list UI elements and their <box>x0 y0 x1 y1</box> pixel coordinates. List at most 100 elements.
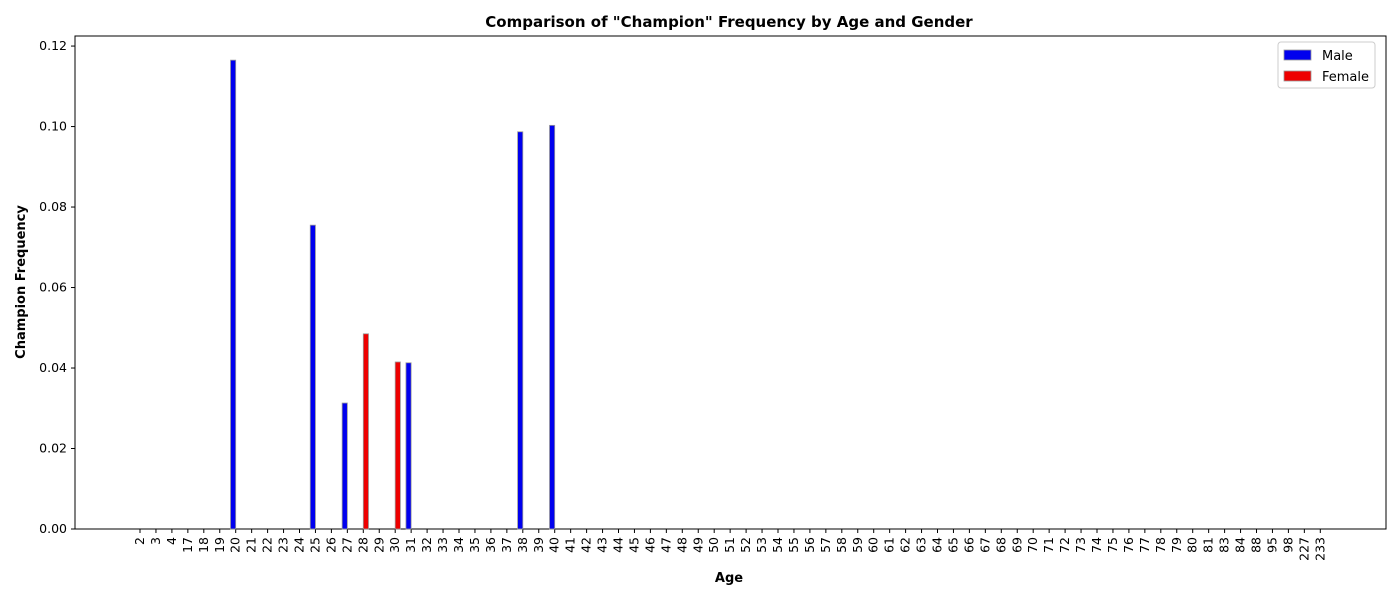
x-tick-label: 18 <box>196 537 211 553</box>
x-tick-label: 67 <box>977 537 992 553</box>
x-tick-label: 51 <box>722 537 737 553</box>
y-tick-label: 0.04 <box>39 360 67 375</box>
x-tick-label: 23 <box>276 537 291 553</box>
x-tick-label: 78 <box>1153 537 1168 553</box>
x-tick-label: 30 <box>387 537 402 553</box>
x-tick-label: 4 <box>164 537 179 545</box>
plot-area: 0.000.020.040.060.080.100.122 3 4 17 18 19 20 2… <box>39 35 1387 561</box>
x-tick-label: 38 <box>515 537 530 553</box>
x-tick-label: 25 <box>307 537 322 553</box>
x-tick-label: 32 <box>419 537 434 553</box>
x-tick-label: 64 <box>930 537 945 553</box>
x-tick-label: 227 <box>1296 537 1311 561</box>
bar-male-38 <box>517 131 524 530</box>
x-tick-label: 54 <box>770 537 785 553</box>
x-tick-label: 3 <box>148 537 163 545</box>
y-tick-label: 0.02 <box>39 441 67 456</box>
x-tick-label: 2 <box>132 537 147 545</box>
x-tick-label: 19 <box>212 537 227 553</box>
x-tick-label: 52 <box>738 537 753 553</box>
x-tick-label: 60 <box>866 537 881 553</box>
x-tick-label: 66 <box>961 537 976 553</box>
x-tick-label: 74 <box>1089 537 1104 553</box>
x-tick-label: 61 <box>882 537 897 553</box>
x-tick-label: 76 <box>1121 537 1136 553</box>
x-tick-label: 80 <box>1185 537 1200 553</box>
x-tick-label: 26 <box>323 537 338 553</box>
y-tick-label: 0.10 <box>39 119 67 134</box>
x-axis-label: Age <box>715 571 743 586</box>
x-tick-label: 70 <box>1025 537 1040 553</box>
x-tick-label: 45 <box>626 537 641 553</box>
x-tick-label: 33 <box>435 537 450 553</box>
legend-label-male: Male <box>1322 49 1353 64</box>
bar-male-31 <box>405 362 412 530</box>
x-tick-label: 233 <box>1312 537 1327 561</box>
x-tick-label: 22 <box>260 537 275 553</box>
x-tick-label: 56 <box>802 537 817 553</box>
bar-male-40 <box>549 124 556 530</box>
bar-male-20 <box>230 59 237 530</box>
x-tick-label: 47 <box>658 537 673 553</box>
x-tick-label: 68 <box>993 537 1008 553</box>
x-tick-label: 31 <box>403 537 418 553</box>
x-tick-label: 24 <box>292 537 307 553</box>
x-tick-label: 58 <box>834 537 849 553</box>
x-tick-label: 88 <box>1249 537 1264 553</box>
x-tick-label: 69 <box>1009 537 1024 553</box>
x-tick-label: 48 <box>674 537 689 553</box>
x-tick-label: 29 <box>371 537 386 553</box>
x-tick-label: 81 <box>1201 537 1216 553</box>
x-tick-label: 73 <box>1073 537 1088 553</box>
x-tick-label: 79 <box>1169 537 1184 553</box>
x-tick-label: 71 <box>1041 537 1056 553</box>
bar-male-27 <box>341 402 348 530</box>
x-tick-label: 62 <box>898 537 913 553</box>
x-tick-label: 49 <box>690 537 705 553</box>
x-tick-label: 63 <box>914 537 929 553</box>
x-tick-label: 95 <box>1264 537 1279 553</box>
legend: Male Female <box>1277 41 1376 89</box>
x-tick-label: 44 <box>611 537 626 553</box>
plot-frame <box>74 35 1387 530</box>
y-tick-label: 0.12 <box>39 38 67 53</box>
y-tick-label: 0.00 <box>39 521 67 536</box>
x-tick-label: 59 <box>850 537 865 553</box>
x-tick-label: 42 <box>579 537 594 553</box>
bar-female-28 <box>362 333 369 530</box>
x-tick-label: 35 <box>467 537 482 553</box>
legend-swatch-female <box>1283 70 1312 82</box>
x-tick-label: 57 <box>818 537 833 553</box>
y-tick-label: 0.06 <box>39 280 67 295</box>
x-tick-label: 83 <box>1217 537 1232 553</box>
y-tick-label: 0.08 <box>39 199 67 214</box>
x-tick-label: 41 <box>563 537 578 553</box>
x-tick-label: 37 <box>499 537 514 553</box>
x-tick-label: 28 <box>355 537 370 553</box>
x-tick-label: 20 <box>228 537 243 553</box>
x-tick-label: 39 <box>531 537 546 553</box>
x-tick-label: 55 <box>786 537 801 553</box>
x-tick-label: 43 <box>595 537 610 553</box>
x-tick-label: 98 <box>1280 537 1295 553</box>
x-tick-label: 50 <box>706 537 721 553</box>
x-tick-label: 36 <box>483 537 498 553</box>
bar-female-30 <box>394 361 401 530</box>
y-axis-label: Champion Frequency <box>14 205 29 359</box>
chart-title: Comparison of "Champion" Frequency by Ag… <box>485 13 973 31</box>
x-tick-label: 53 <box>754 537 769 553</box>
x-tick-label: 46 <box>642 537 657 553</box>
x-tick-label: 34 <box>451 537 466 553</box>
legend-swatch-male <box>1283 49 1312 61</box>
x-tick-label: 27 <box>339 537 354 553</box>
x-tick-label: 77 <box>1137 537 1152 553</box>
x-tick-label: 21 <box>244 537 259 553</box>
x-tick-label: 65 <box>945 537 960 553</box>
legend-label-female: Female <box>1322 70 1369 85</box>
bar-male-25 <box>309 224 316 530</box>
x-tick-label: 72 <box>1057 537 1072 553</box>
x-tick-label: 75 <box>1105 537 1120 553</box>
x-tick-label: 17 <box>180 537 195 553</box>
x-tick-label: 40 <box>547 537 562 553</box>
